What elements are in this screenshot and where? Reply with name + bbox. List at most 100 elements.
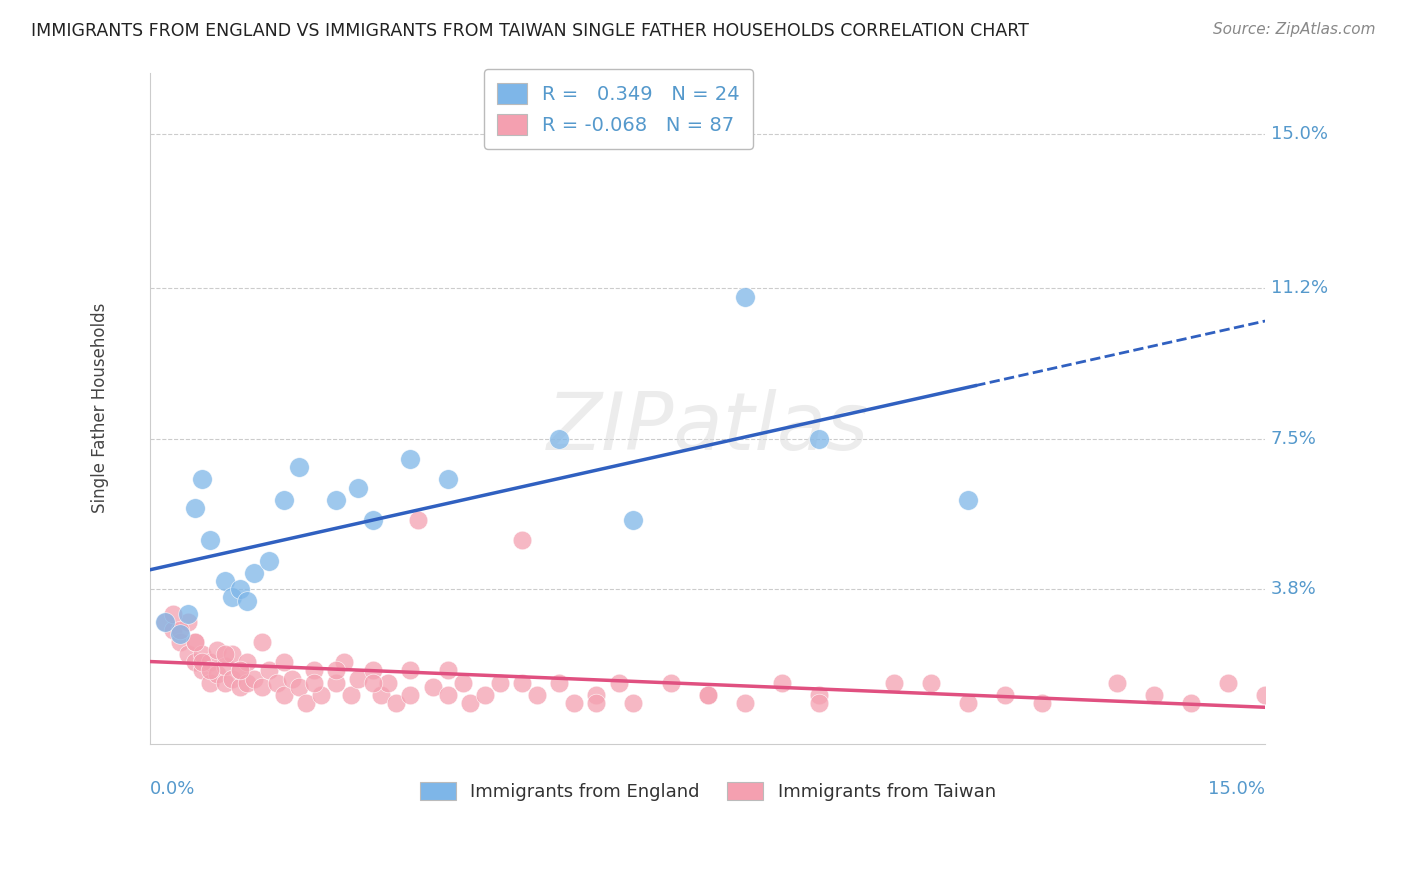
Legend: Immigrants from England, Immigrants from Taiwan: Immigrants from England, Immigrants from… xyxy=(412,774,1002,808)
Point xyxy=(184,635,207,649)
Point xyxy=(436,472,458,486)
Point xyxy=(510,675,533,690)
Point xyxy=(169,623,191,637)
Point xyxy=(883,675,905,690)
Point xyxy=(176,647,198,661)
Point xyxy=(325,675,347,690)
Point xyxy=(302,664,325,678)
Point xyxy=(155,615,177,629)
Point xyxy=(607,675,630,690)
Point xyxy=(458,696,481,710)
Point xyxy=(340,688,363,702)
Point xyxy=(236,675,259,690)
Point xyxy=(436,664,458,678)
Point xyxy=(228,582,250,596)
Point xyxy=(548,675,571,690)
Point xyxy=(920,675,942,690)
Text: ZIPatlas: ZIPatlas xyxy=(547,390,869,467)
Point xyxy=(1254,688,1277,702)
Point xyxy=(1031,696,1053,710)
Point xyxy=(243,672,266,686)
Point xyxy=(162,607,184,621)
Point xyxy=(250,635,273,649)
Point xyxy=(994,688,1017,702)
Point xyxy=(259,664,281,678)
Point xyxy=(184,655,207,669)
Point xyxy=(488,675,510,690)
Point xyxy=(422,680,444,694)
Point xyxy=(184,635,207,649)
Point xyxy=(325,664,347,678)
Point xyxy=(221,672,243,686)
Point xyxy=(191,655,214,669)
Point xyxy=(696,688,718,702)
Point xyxy=(169,635,191,649)
Point xyxy=(176,615,198,629)
Point xyxy=(184,500,207,515)
Text: 15.0%: 15.0% xyxy=(1208,780,1265,798)
Point xyxy=(228,664,250,678)
Point xyxy=(808,688,831,702)
Point xyxy=(399,452,422,467)
Point xyxy=(406,513,429,527)
Text: Source: ZipAtlas.com: Source: ZipAtlas.com xyxy=(1212,22,1375,37)
Point xyxy=(451,675,474,690)
Point xyxy=(198,664,221,678)
Point xyxy=(273,492,295,507)
Point xyxy=(214,647,236,661)
Point xyxy=(363,513,385,527)
Point xyxy=(228,664,250,678)
Point xyxy=(436,688,458,702)
Point xyxy=(176,607,198,621)
Point xyxy=(288,460,311,475)
Text: 0.0%: 0.0% xyxy=(150,780,195,798)
Point xyxy=(250,680,273,694)
Text: 11.2%: 11.2% xyxy=(1271,279,1327,297)
Point xyxy=(1180,696,1202,710)
Point xyxy=(526,688,548,702)
Point xyxy=(1216,675,1239,690)
Point xyxy=(259,554,281,568)
Point xyxy=(236,594,259,608)
Text: Single Father Households: Single Father Households xyxy=(91,303,110,514)
Point xyxy=(266,675,288,690)
Point xyxy=(734,696,756,710)
Point xyxy=(474,688,496,702)
Point xyxy=(191,472,214,486)
Point xyxy=(585,688,607,702)
Point xyxy=(214,675,236,690)
Point xyxy=(623,513,645,527)
Point xyxy=(273,688,295,702)
Point xyxy=(162,623,184,637)
Point xyxy=(399,688,422,702)
Point xyxy=(228,680,250,694)
Point xyxy=(1105,675,1128,690)
Point xyxy=(169,627,191,641)
Point xyxy=(363,664,385,678)
Point xyxy=(198,533,221,548)
Point xyxy=(659,675,682,690)
Point xyxy=(198,675,221,690)
Point xyxy=(347,672,370,686)
Point xyxy=(325,492,347,507)
Point xyxy=(770,675,793,690)
Point xyxy=(585,696,607,710)
Point xyxy=(510,533,533,548)
Point xyxy=(198,655,221,669)
Point xyxy=(562,696,585,710)
Point xyxy=(214,659,236,673)
Point xyxy=(273,655,295,669)
Point xyxy=(956,492,979,507)
Text: IMMIGRANTS FROM ENGLAND VS IMMIGRANTS FROM TAIWAN SINGLE FATHER HOUSEHOLDS CORRE: IMMIGRANTS FROM ENGLAND VS IMMIGRANTS FR… xyxy=(31,22,1029,40)
Point xyxy=(221,591,243,605)
Point xyxy=(399,664,422,678)
Point xyxy=(384,696,406,710)
Point xyxy=(236,655,259,669)
Point xyxy=(214,574,236,588)
Point xyxy=(207,643,229,657)
Point xyxy=(243,566,266,580)
Point xyxy=(956,696,979,710)
Point xyxy=(191,664,214,678)
Point xyxy=(623,696,645,710)
Point xyxy=(377,675,399,690)
